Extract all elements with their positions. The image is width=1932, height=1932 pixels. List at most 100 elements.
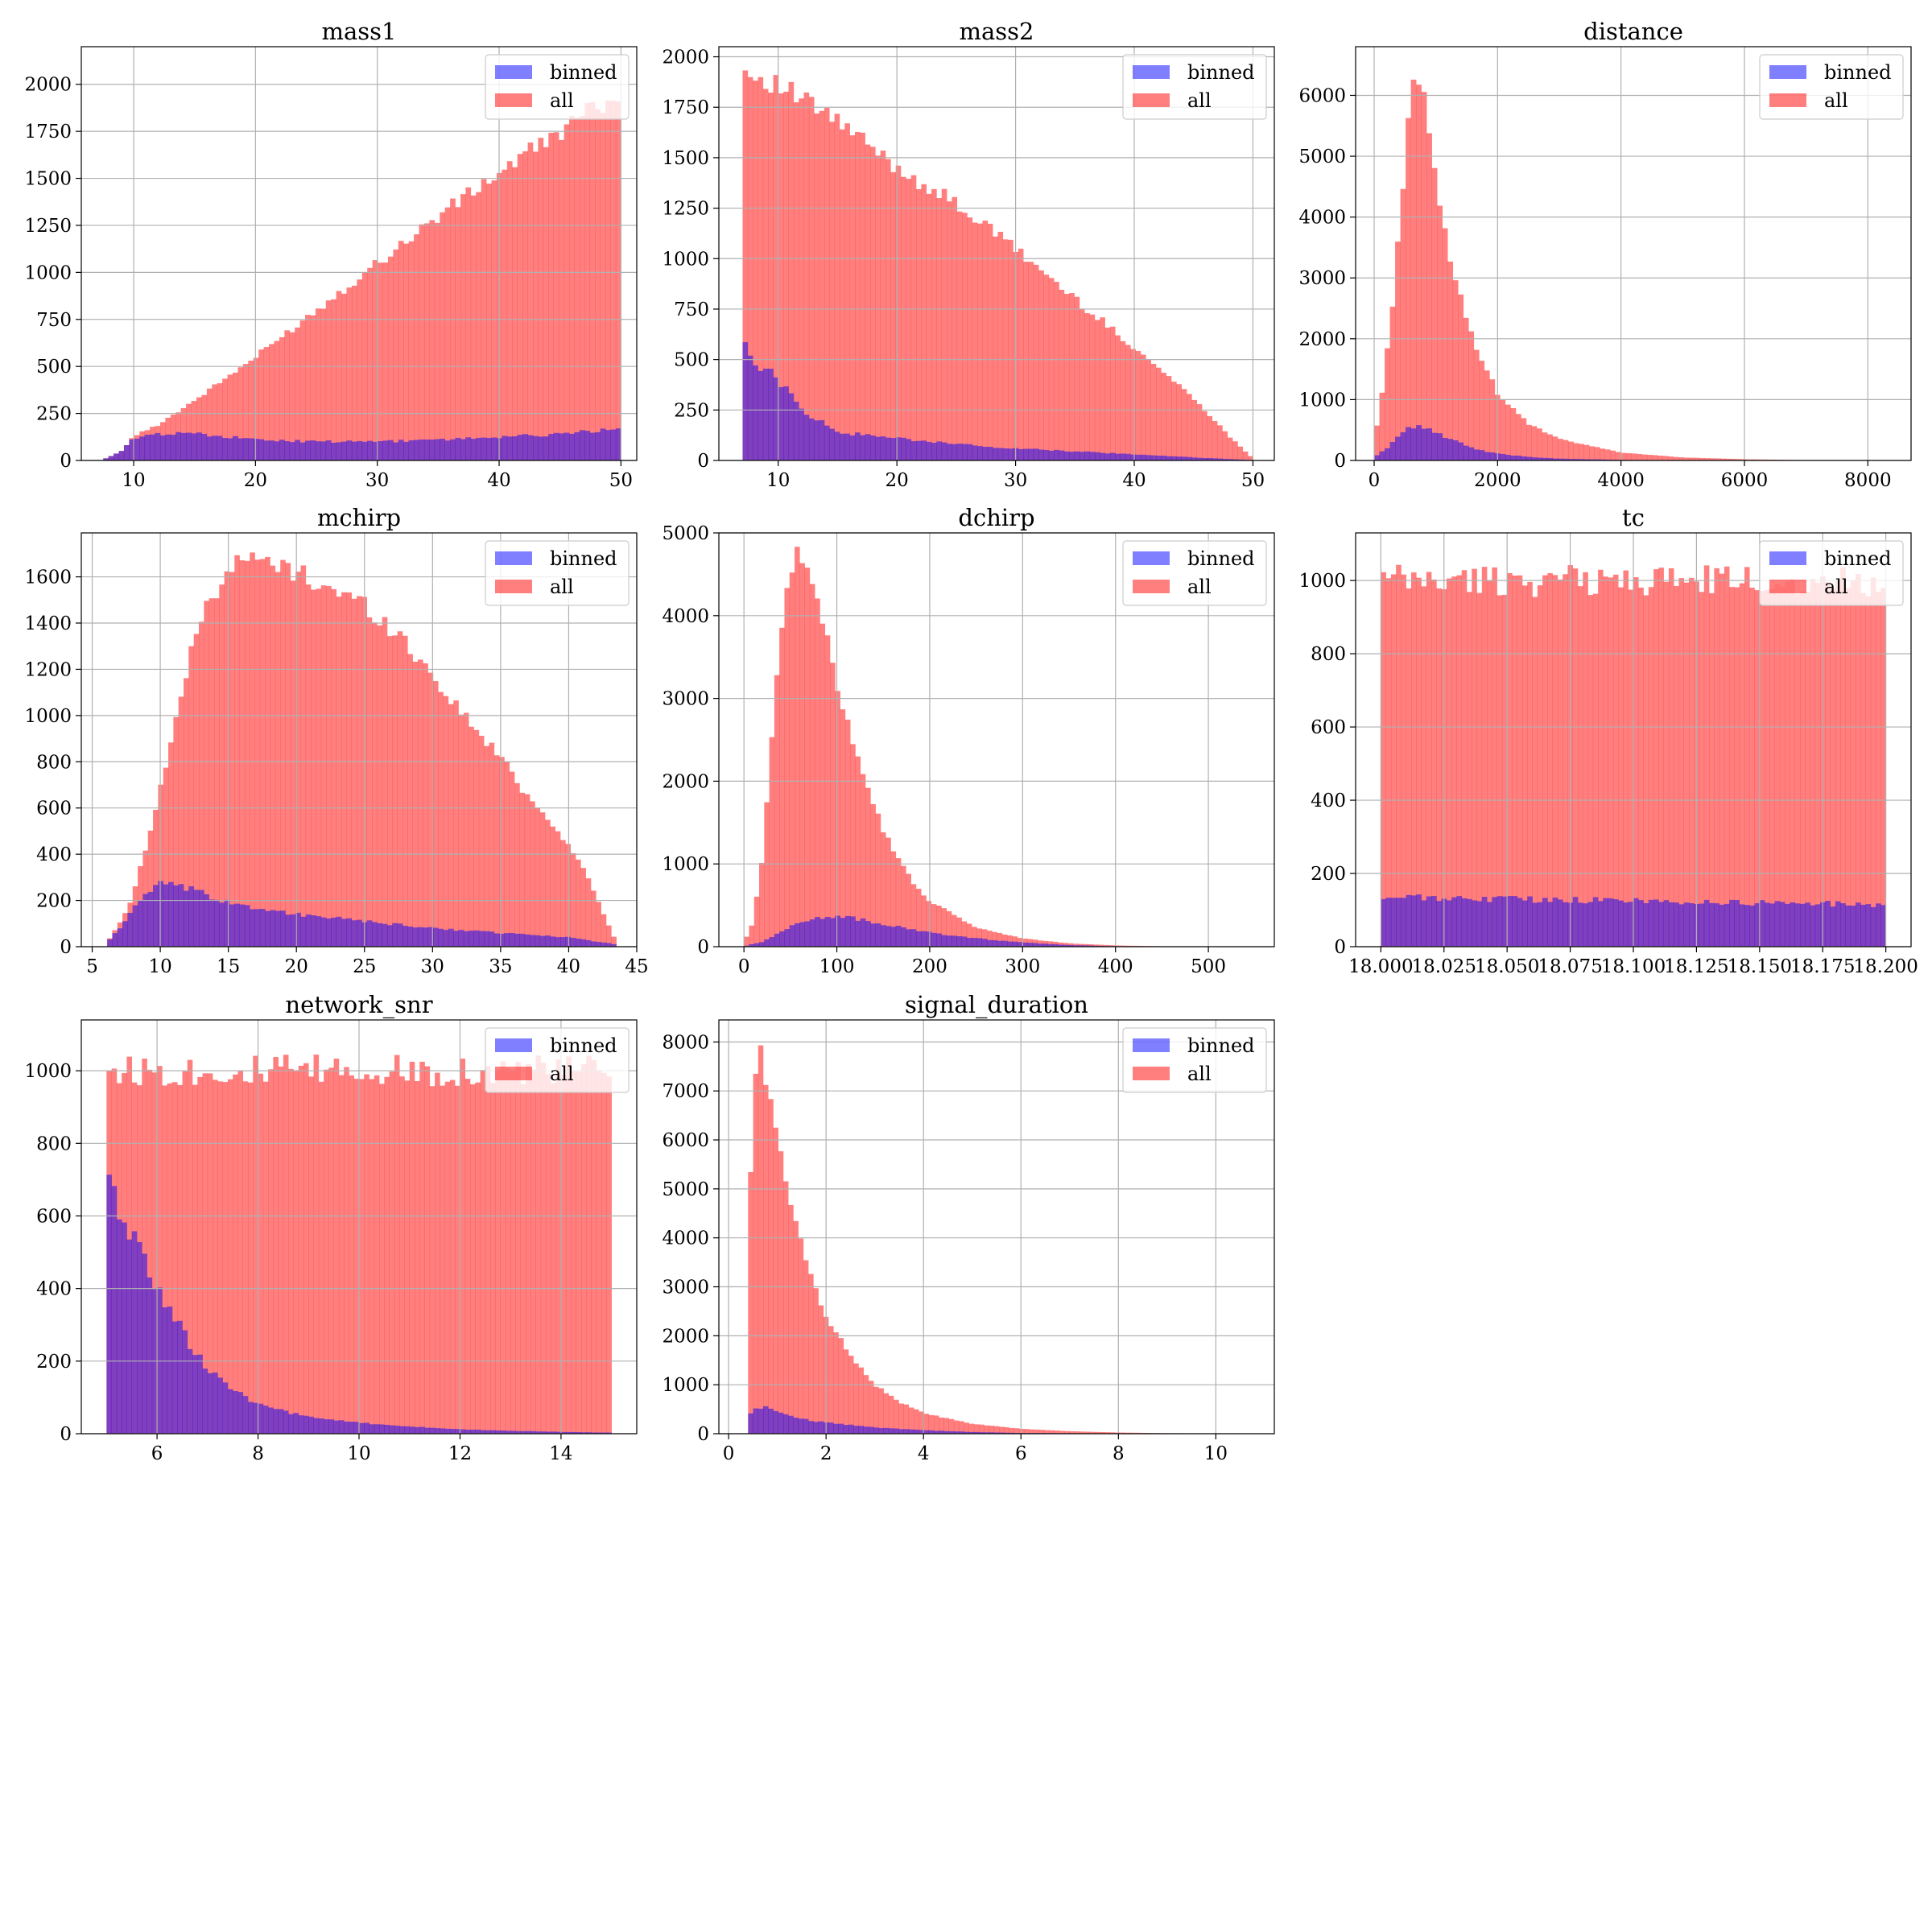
- bar-binned: [962, 444, 968, 460]
- bar-all: [265, 556, 270, 947]
- bar-all: [1104, 327, 1111, 460]
- bar-all: [1531, 426, 1538, 460]
- bar-all: [596, 1070, 602, 1434]
- bar-all: [1461, 570, 1468, 947]
- bar-binned: [1452, 440, 1459, 460]
- bar-all: [1814, 582, 1821, 947]
- bar-all: [1426, 572, 1432, 947]
- bar-binned: [338, 1420, 345, 1434]
- bar-binned: [117, 928, 123, 947]
- bar-binned: [1658, 902, 1664, 947]
- bar-binned: [237, 438, 244, 460]
- bar-binned: [824, 916, 831, 947]
- bar-binned: [1479, 450, 1485, 460]
- bar-all: [976, 928, 983, 947]
- bar-all: [500, 1061, 506, 1434]
- bar-all: [581, 1063, 587, 1434]
- bar-all: [1125, 345, 1131, 460]
- bar-all: [596, 902, 601, 947]
- y-tick-label: 3000: [662, 1278, 709, 1298]
- y-tick-label: 600: [36, 1206, 72, 1227]
- bar-binned: [1135, 454, 1141, 460]
- bar-all: [427, 672, 434, 947]
- bar-all: [1558, 439, 1563, 460]
- bar-binned: [1150, 455, 1157, 460]
- bar-all: [460, 194, 466, 460]
- bar-binned: [458, 930, 464, 947]
- bar-binned: [921, 931, 927, 947]
- bar-all: [274, 341, 280, 460]
- bar-all: [987, 223, 993, 460]
- bar-binned: [993, 448, 998, 460]
- bar-binned: [878, 1428, 884, 1434]
- bar-all: [1805, 591, 1810, 947]
- bar-binned: [764, 939, 770, 947]
- bar-all: [253, 1055, 258, 1434]
- bar-binned: [387, 925, 393, 947]
- bar-binned: [478, 931, 485, 947]
- bar-binned: [305, 440, 311, 460]
- bar-binned: [1028, 448, 1034, 460]
- bar-all: [202, 1073, 208, 1434]
- bar-all: [886, 837, 891, 947]
- bar-binned: [514, 933, 520, 947]
- bar-all: [981, 929, 988, 947]
- bar-binned: [1496, 896, 1503, 947]
- bar-binned: [931, 443, 937, 460]
- bar-binned: [1395, 436, 1401, 460]
- bar-all: [432, 681, 439, 947]
- bar-all: [393, 249, 399, 460]
- bar-binned: [863, 1426, 869, 1434]
- bar-all: [824, 107, 830, 460]
- bar-binned: [1437, 433, 1443, 460]
- y-tick-label: 1000: [1298, 390, 1346, 411]
- bar-binned: [819, 919, 826, 947]
- bar-all: [1416, 85, 1422, 460]
- bar-all: [1500, 399, 1506, 460]
- bar-binned: [830, 918, 836, 947]
- bar-all: [803, 1260, 809, 1434]
- bar-all: [147, 1069, 153, 1434]
- bar-all: [564, 124, 570, 460]
- bar-all: [1426, 133, 1432, 460]
- bar-binned: [948, 1430, 955, 1434]
- bar-binned: [1451, 897, 1457, 947]
- bar-all: [926, 193, 932, 460]
- bar-binned: [229, 904, 235, 947]
- bar-binned: [926, 441, 932, 460]
- bar-binned: [538, 436, 544, 460]
- bar-all: [374, 1075, 380, 1434]
- bar-all: [1472, 568, 1477, 947]
- bar-binned: [895, 925, 902, 947]
- bar-binned: [132, 905, 138, 947]
- bar-binned: [123, 445, 130, 460]
- bar-binned: [320, 441, 327, 460]
- bar-all: [367, 267, 373, 460]
- bar-binned: [288, 1414, 294, 1434]
- bar-binned: [512, 436, 518, 460]
- bar-binned: [1079, 452, 1085, 460]
- bar-all: [1492, 567, 1497, 947]
- bar-all: [1161, 373, 1166, 460]
- y-tick-label: 500: [674, 350, 709, 371]
- bar-all: [1023, 262, 1029, 460]
- bar-binned: [550, 936, 556, 947]
- legend-swatch-binned: [1769, 65, 1806, 79]
- bar-binned: [253, 1402, 258, 1434]
- bar-binned: [559, 433, 564, 460]
- bar-all: [566, 1056, 572, 1434]
- y-tick-label: 5000: [662, 1179, 709, 1200]
- bar-all: [222, 1082, 229, 1434]
- bar-all: [273, 1056, 279, 1434]
- bar-all: [320, 585, 327, 947]
- bar-all: [819, 623, 826, 947]
- bar-binned: [1709, 902, 1715, 947]
- bar-all: [1678, 578, 1685, 947]
- bar-binned: [788, 1415, 794, 1434]
- bar-binned: [1458, 442, 1464, 460]
- bar-binned: [440, 1428, 445, 1434]
- bar-binned: [1790, 902, 1796, 947]
- bar-all: [903, 1404, 910, 1434]
- bar-binned: [883, 1427, 890, 1434]
- bar-all: [315, 308, 321, 460]
